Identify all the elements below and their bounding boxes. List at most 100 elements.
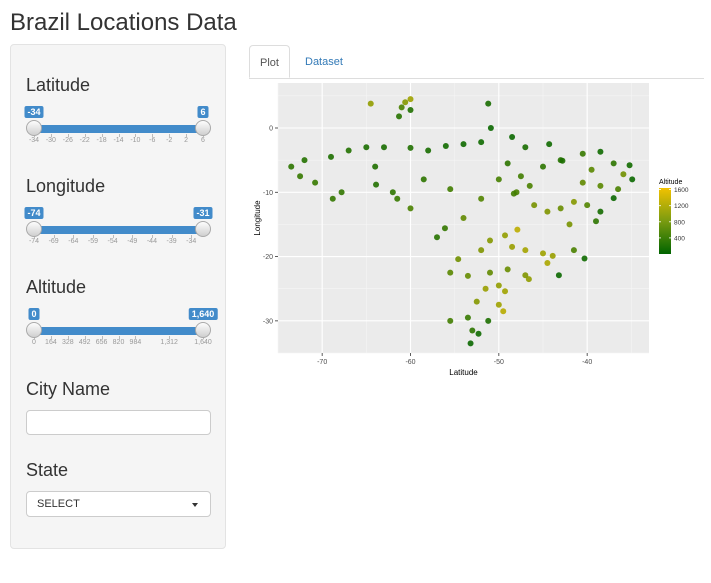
- latitude-label: Latitude: [26, 75, 91, 95]
- data-point: [478, 195, 485, 202]
- data-point: [549, 252, 556, 259]
- legend-colorbar: [659, 188, 671, 254]
- slider-from-value: -74: [24, 207, 44, 219]
- chevron-down-icon: [192, 503, 198, 507]
- data-point: [329, 195, 336, 202]
- data-point: [570, 247, 577, 254]
- tab-plot[interactable]: Plot: [249, 45, 290, 78]
- latitude-slider[interactable]: -34 6 -34 -30 -26 -22 -18 -14 -10 -6 -2 2 6: [24, 106, 211, 152]
- data-point: [502, 288, 509, 295]
- data-point: [626, 162, 633, 169]
- legend-label: 400: [674, 235, 685, 242]
- data-point: [522, 144, 529, 151]
- slider-tick-label: 0: [32, 339, 36, 346]
- longitude-label: Longitude: [26, 176, 106, 196]
- y-axis-label: Longitude: [253, 200, 262, 236]
- slider-to-handle[interactable]: [195, 221, 211, 237]
- slider-tick-mark: [112, 235, 114, 238]
- slider-tick-label: -64: [68, 238, 79, 245]
- data-point: [544, 260, 551, 266]
- scatter-plot: -70 -60 -50 -40 0 -10 -20 -30 Latitude Longitude A…: [253, 83, 689, 377]
- slider-tick-label: -39: [166, 238, 177, 245]
- slider-tick-label: -34: [28, 137, 40, 144]
- y-tick-label: 0: [269, 126, 273, 133]
- data-point: [485, 317, 492, 324]
- slider-from-handle[interactable]: [26, 322, 42, 338]
- slider-tick-label: -18: [96, 137, 107, 144]
- data-point: [522, 247, 529, 254]
- data-point: [610, 160, 617, 167]
- data-point: [597, 182, 604, 189]
- slider-tick-label: -30: [45, 137, 56, 144]
- data-point: [345, 147, 352, 154]
- data-point: [475, 330, 482, 337]
- city-name-input[interactable]: [26, 410, 211, 435]
- slider-tick-mark: [169, 134, 171, 137]
- data-point: [500, 308, 507, 315]
- tab-dataset[interactable]: Dataset: [305, 56, 343, 68]
- slider-tick-label: -69: [48, 238, 59, 245]
- data-point: [402, 99, 409, 106]
- x-axis-label: Latitude: [449, 368, 478, 377]
- slider-from-handle[interactable]: [26, 221, 42, 237]
- data-point: [398, 104, 405, 111]
- altitude-slider[interactable]: 0 1,640 0 164 328 492 656 820 984 1,312 1,640: [26, 308, 218, 354]
- slider-tick-mark: [92, 235, 94, 238]
- data-point: [620, 171, 627, 178]
- legend-label: 1200: [674, 203, 689, 210]
- slider-tick-label: -26: [62, 137, 73, 144]
- data-point: [441, 225, 448, 232]
- data-point: [597, 208, 604, 215]
- y-tick-label: -20: [263, 254, 273, 261]
- slider-to-handle[interactable]: [195, 322, 211, 338]
- slider-tick-mark: [169, 336, 171, 339]
- slider-tick-label: -10: [130, 137, 141, 144]
- data-point: [540, 163, 546, 170]
- slider-tick-label: -74: [28, 238, 40, 245]
- data-point: [363, 144, 370, 151]
- data-point: [584, 202, 591, 209]
- slider-tick-mark: [101, 134, 103, 137]
- slider-tick-mark: [67, 134, 69, 137]
- slider-range-bar: [34, 125, 203, 133]
- data-point: [425, 147, 432, 154]
- slider-tick-label: 492: [78, 339, 91, 346]
- slider-tick-mark: [101, 336, 103, 339]
- slider-tick-label: -6: [149, 137, 156, 144]
- slider-from-value: 0: [28, 308, 40, 320]
- data-point: [485, 100, 492, 107]
- data-point: [588, 166, 595, 173]
- y-tick-label: -30: [263, 318, 273, 325]
- data-point: [593, 218, 599, 225]
- data-point: [394, 195, 401, 202]
- slider-tick-mark: [152, 134, 154, 137]
- slider-tick-label: -59: [87, 238, 99, 245]
- data-point: [460, 215, 467, 221]
- slider-tick-label: 328: [61, 339, 74, 346]
- slider-tick-mark: [135, 134, 137, 137]
- slider-tick-mark: [84, 336, 86, 339]
- slider-tick-label: 984: [129, 339, 142, 346]
- data-point: [328, 153, 334, 160]
- slider-tick-mark: [50, 336, 52, 339]
- data-point: [467, 340, 474, 347]
- slider-tick-label: 1,312: [160, 339, 178, 346]
- x-tick-label: -50: [494, 359, 504, 366]
- x-tick-label: -60: [405, 359, 415, 366]
- data-point: [517, 173, 524, 180]
- altitude-label: Altitude: [26, 277, 87, 297]
- slider-tick-label: -22: [79, 137, 90, 144]
- slider-from-handle[interactable]: [26, 120, 42, 136]
- data-point: [381, 144, 387, 151]
- state-select[interactable]: SELECT: [26, 491, 211, 517]
- slider-tick-label: 820: [112, 339, 125, 346]
- data-point: [526, 182, 533, 189]
- data-point: [420, 176, 427, 183]
- slider-to-value: -31: [193, 207, 213, 219]
- data-point: [407, 144, 414, 151]
- longitude-slider[interactable]: -74 -31 -74 -69 -64 -59 -54 -49 -44 -39 -34: [24, 207, 213, 253]
- slider-to-handle[interactable]: [195, 120, 211, 136]
- data-point: [546, 141, 553, 148]
- data-point: [579, 150, 586, 157]
- slider-tick-mark: [73, 235, 75, 238]
